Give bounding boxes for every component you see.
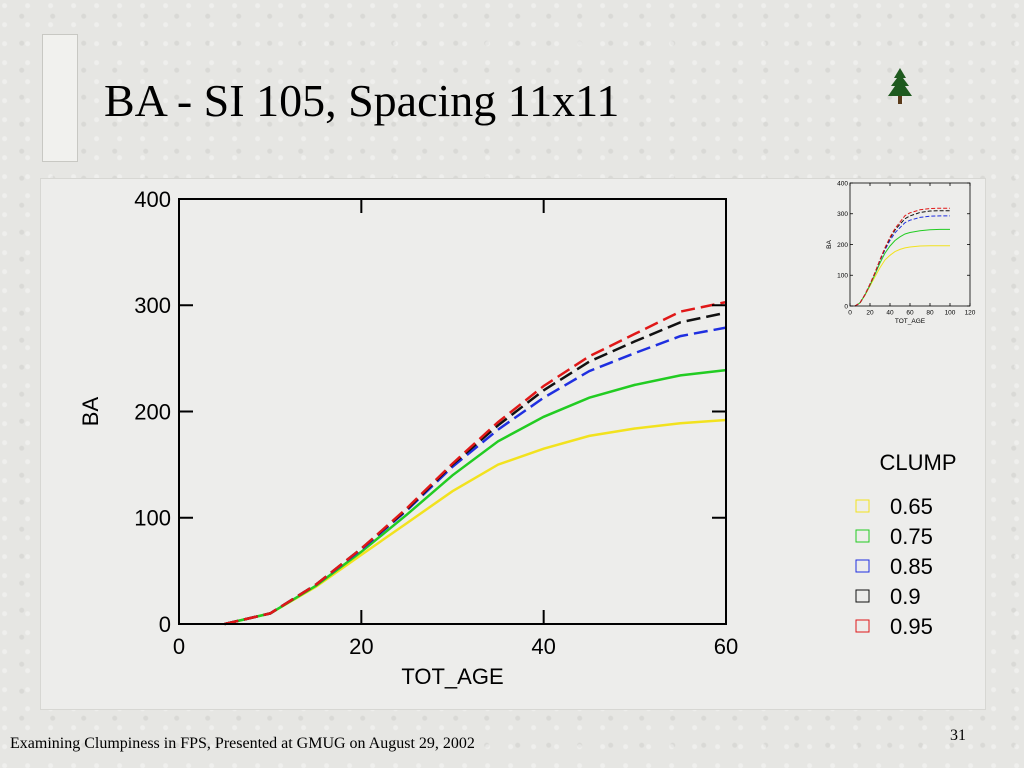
main-y-tick-label: 100 <box>134 506 171 531</box>
legend-swatch <box>855 589 870 603</box>
inset-series-line-5 <box>854 207 950 307</box>
legend-swatch <box>855 559 870 573</box>
main-series-line-2 <box>224 368 727 626</box>
slide-title: BA - SI 105, Spacing 11x11 <box>104 75 620 126</box>
inset-x-tick-label: 40 <box>886 310 894 317</box>
main-x-tick-label: 60 <box>714 634 738 659</box>
main-y-axis-label: BA <box>78 397 103 427</box>
legend-label: 0.95 <box>890 614 933 639</box>
legend-label: 0.75 <box>890 524 933 549</box>
pine-tree-icon <box>888 68 912 104</box>
inset-series-line-2 <box>854 228 950 307</box>
inset-x-tick-label: 0 <box>848 310 852 317</box>
main-x-axis-label: TOT_AGE <box>401 664 503 689</box>
chart-panel <box>40 178 986 710</box>
inset-series-line-4 <box>854 210 950 307</box>
main-x-tick-label: 40 <box>531 634 555 659</box>
inset-x-tick-label: 80 <box>926 310 934 317</box>
main-x-tick-label: 0 <box>173 634 185 659</box>
legend-title: CLUMP <box>879 450 956 475</box>
main-series-line-3 <box>224 326 727 626</box>
main-series-line-4 <box>224 311 727 626</box>
main-y-tick-label: 400 <box>134 187 171 212</box>
inset-y-tick-label: 100 <box>837 273 848 280</box>
inset-x-tick-label: 20 <box>866 310 874 317</box>
inset-plot-frame <box>849 182 971 307</box>
inset-series-line-1 <box>854 245 950 307</box>
footer-text: Examining Clumpiness in FPS, Presented a… <box>10 735 475 752</box>
template-bar-top <box>42 34 78 162</box>
legend-label: 0.9 <box>890 584 921 609</box>
main-plot-frame <box>178 198 727 625</box>
inset-x-tick-label: 120 <box>965 310 976 317</box>
inset-x-axis-label: TOT_AGE <box>895 318 926 325</box>
main-y-tick-label: 300 <box>134 293 171 318</box>
main-y-tick-label: 0 <box>159 612 171 637</box>
inset-x-tick-label: 100 <box>945 310 956 317</box>
page-number: 31 <box>950 727 966 744</box>
legend: CLUMP 0.65 0.75 0.85 0.9 0.95 <box>855 450 957 639</box>
inset-y-tick-label: 300 <box>837 211 848 218</box>
inset-y-tick-label: 200 <box>837 242 848 249</box>
legend-swatch <box>855 499 870 513</box>
main-y-tick-label: 200 <box>134 399 171 424</box>
legend-swatch <box>855 529 870 543</box>
legend-label: 0.85 <box>890 554 933 579</box>
legend-label: 0.65 <box>890 494 933 519</box>
main-series-line-5 <box>224 300 727 626</box>
inset-x-tick-label: 60 <box>906 310 914 317</box>
inset-y-tick-label: 0 <box>844 303 848 310</box>
main-plot: 0 20 40 60 0 100 200 300 400 TOT_AGE BA <box>78 187 738 689</box>
legend-swatch <box>855 619 870 633</box>
main-x-tick-label: 20 <box>349 634 373 659</box>
inset-plot: 0 20 40 60 80 100 120 0 100 200 300 400 TOT_AGE BA <box>826 180 976 325</box>
inset-y-tick-label: 400 <box>837 180 848 187</box>
inset-y-axis-label: BA <box>826 240 833 249</box>
